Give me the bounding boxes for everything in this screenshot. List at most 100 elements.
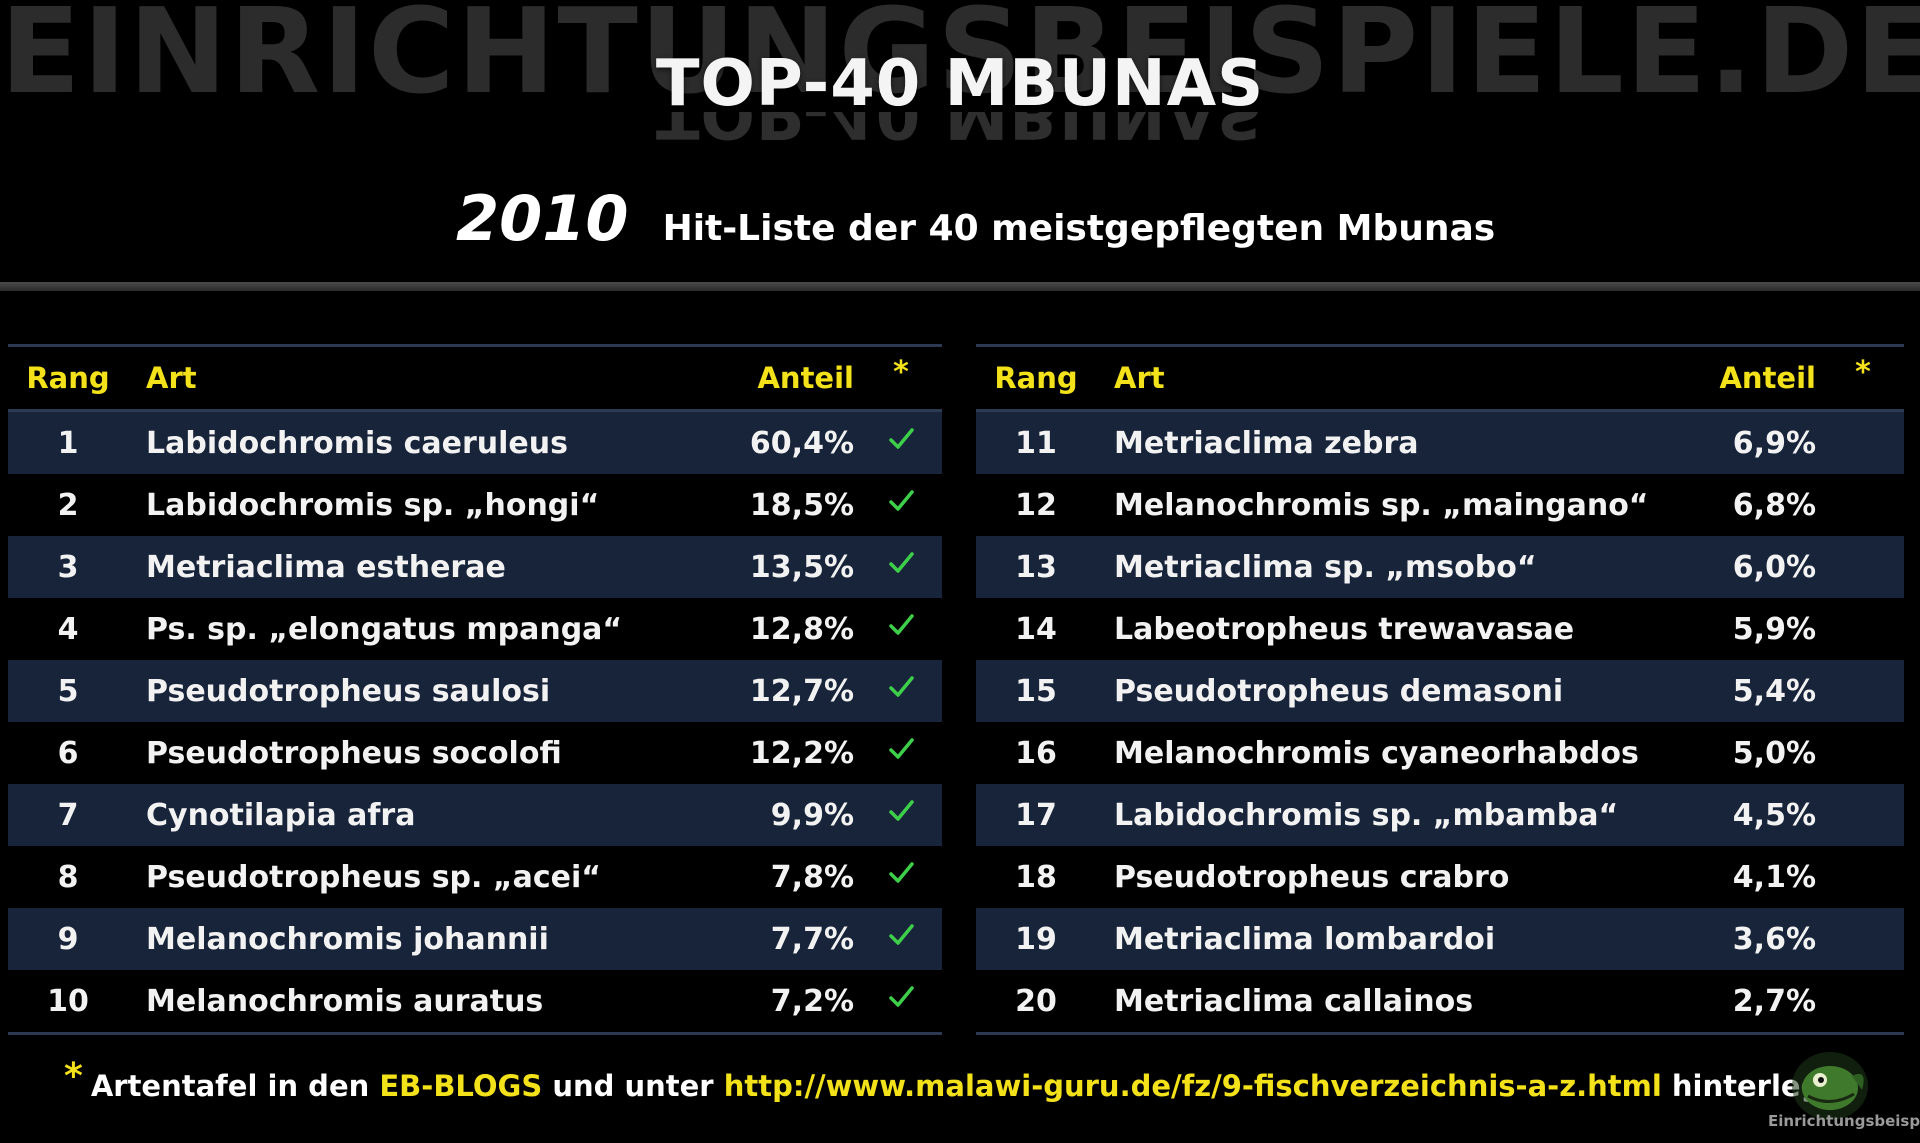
table-row: 16 Melanochromis cyaneorhabdos 5,0% (976, 722, 1904, 784)
header-note: * (1855, 354, 1871, 390)
share-cell: 60,4% (749, 425, 854, 461)
table-row: 17 Labidochromis sp. „mbamba“ 4,5% (976, 784, 1904, 846)
share-cell: 12,7% (749, 673, 854, 709)
checkmark-icon (889, 924, 914, 945)
table-row: 4 Ps. sp. „elongatus mpanga“ 12,8% (8, 598, 942, 660)
species-cell: Pseudotropheus socolofi (146, 735, 562, 771)
species-cell: Labidochromis sp. „mbamba“ (1114, 797, 1619, 833)
species-cell: Pseudotropheus sp. „acei“ (146, 859, 601, 895)
rank-cell: 6 (57, 735, 79, 771)
rank-cell: 9 (57, 921, 79, 957)
share-cell: 4,1% (1732, 859, 1816, 895)
species-cell: Metriaclima lombardoi (1114, 921, 1496, 957)
table-row: 3 Metriaclima estherae 13,5% (8, 536, 942, 598)
share-cell: 5,0% (1732, 735, 1816, 771)
logo-text: Einrichtungsbeispiele (1768, 1112, 1920, 1130)
rank-cell: 10 (47, 983, 89, 1019)
species-cell: Metriaclima estherae (146, 549, 506, 585)
table-row: 2 Labidochromis sp. „hongi“ 18,5% (8, 474, 942, 536)
header-share: Anteil (757, 361, 854, 395)
rank-cell: 11 (1015, 425, 1057, 461)
note-cell (860, 921, 942, 957)
rank-cell: 13 (1015, 549, 1057, 585)
share-cell: 6,8% (1732, 487, 1816, 523)
note-cell (860, 487, 942, 523)
table-row: 6 Pseudotropheus socolofi 12,2% (8, 722, 942, 784)
species-cell: Metriaclima sp. „msobo“ (1114, 549, 1537, 585)
share-cell: 7,2% (770, 983, 854, 1019)
species-cell: Melanochromis johannii (146, 921, 549, 957)
checkmark-icon (889, 986, 914, 1007)
rank-cell: 12 (1015, 487, 1057, 523)
rank-cell: 17 (1015, 797, 1057, 833)
checkmark-icon (889, 738, 914, 759)
table-row: 20 Metriaclima callainos 2,7% (976, 970, 1904, 1032)
table-row: 15 Pseudotropheus demasoni 5,4% (976, 660, 1904, 722)
share-cell: 7,8% (770, 859, 854, 895)
rank-cell: 18 (1015, 859, 1057, 895)
checkmark-icon (889, 428, 914, 449)
note-cell (860, 425, 942, 461)
rank-cell: 15 (1015, 673, 1057, 709)
checkmark-icon (889, 490, 914, 511)
share-cell: 6,9% (1732, 425, 1816, 461)
species-cell: Metriaclima zebra (1114, 425, 1419, 461)
divider (0, 282, 1920, 291)
table-header: Rang Art Anteil * (976, 347, 1904, 412)
rank-cell: 7 (57, 797, 79, 833)
checkmark-icon (889, 862, 914, 883)
note-cell (860, 859, 942, 895)
species-cell: Ps. sp. „elongatus mpanga“ (146, 611, 623, 647)
ranking-table-right: Rang Art Anteil * 11 Metriaclima zebra 6,9… (976, 344, 1904, 1035)
table-row: 5 Pseudotropheus saulosi 12,7% (8, 660, 942, 722)
rank-cell: 5 (57, 673, 79, 709)
share-cell: 12,2% (749, 735, 854, 771)
species-cell: Labidochromis caeruleus (146, 425, 568, 461)
species-cell: Cynotilapia afra (146, 797, 416, 833)
footer-note: * Artentafel in den EB-BLOGS und unter ht… (64, 1056, 1835, 1105)
table-row: 19 Metriaclima lombardoi 3,6% (976, 908, 1904, 970)
table-row: 18 Pseudotropheus crabro 4,1% (976, 846, 1904, 908)
header-share: Anteil (1719, 361, 1816, 395)
table-row: 11 Metriaclima zebra 6,9% (976, 412, 1904, 474)
share-cell: 2,7% (1732, 983, 1816, 1019)
header-rank: Rang (994, 361, 1078, 395)
note-cell (860, 735, 942, 771)
malawi-guru-link[interactable]: http://www.malawi-guru.de/fz/9-fischverz… (723, 1069, 1662, 1103)
species-cell: Pseudotropheus saulosi (146, 673, 551, 709)
checkmark-icon (889, 552, 914, 573)
rank-cell: 2 (57, 487, 79, 523)
subtitle-text: Hit-Liste der 40 meistgepflegten Mbunas (662, 208, 1496, 249)
note-cell (860, 549, 942, 585)
subtitle: 2010 Hit-Liste der 40 meistgepflegten Mb… (456, 182, 1495, 255)
table-body: 11 Metriaclima zebra 6,9% 12 Melanochromis s… (976, 412, 1904, 1032)
checkmark-icon (889, 676, 914, 697)
species-cell: Metriaclima callainos (1114, 983, 1474, 1019)
species-cell: Labeotropheus trewavasae (1114, 611, 1575, 647)
species-cell: Labidochromis sp. „hongi“ (146, 487, 600, 523)
footnote-star: * (64, 1056, 83, 1097)
table-row: 13 Metriaclima sp. „msobo“ 6,0% (976, 536, 1904, 598)
note-cell (860, 673, 942, 709)
species-cell: Melanochromis sp. „maingano“ (1114, 487, 1649, 523)
ranking-table-left: Rang Art Anteil * 1 Labidochromis caerule… (8, 344, 942, 1035)
rank-cell: 20 (1015, 983, 1057, 1019)
rank-cell: 4 (57, 611, 79, 647)
eb-blogs-link[interactable]: EB-BLOGS (379, 1069, 543, 1103)
watermark-text: EINRICHTUNGSBEISPIELE.DE (0, 0, 1920, 120)
subtitle-year: 2010 (456, 182, 629, 255)
header-note: * (893, 354, 909, 390)
title-reflection: TOP-40 MBUNAS (0, 112, 1920, 146)
header-species: Art (146, 361, 197, 395)
rank-cell: 16 (1015, 735, 1057, 771)
note-cell (860, 611, 942, 647)
species-cell: Melanochromis cyaneorhabdos (1114, 735, 1639, 771)
share-cell: 5,9% (1732, 611, 1816, 647)
header-rank: Rang (26, 361, 110, 395)
table-row: 12 Melanochromis sp. „maingano“ 6,8% (976, 474, 1904, 536)
table-row: 14 Labeotropheus trewavasae 5,9% (976, 598, 1904, 660)
share-cell: 13,5% (749, 549, 854, 585)
checkmark-icon (889, 614, 914, 635)
rank-cell: 8 (57, 859, 79, 895)
checkmark-icon (889, 800, 914, 821)
